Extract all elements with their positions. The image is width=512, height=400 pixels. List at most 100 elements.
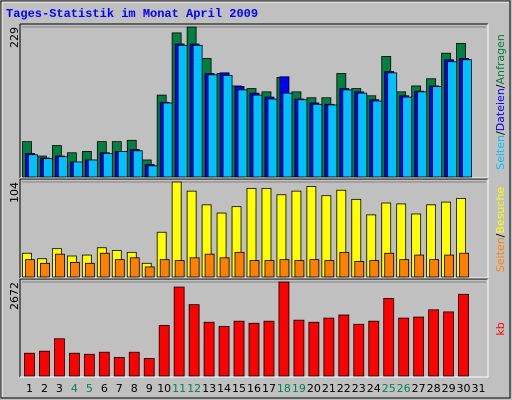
x-tick-label: 5 <box>86 382 93 395</box>
bar <box>39 350 50 377</box>
x-tick-label: 21 <box>322 382 336 395</box>
bar <box>189 257 200 278</box>
bar <box>354 261 365 278</box>
bar <box>267 98 278 178</box>
x-tick-label: 15 <box>232 382 246 395</box>
x-tick-label: 25 <box>382 382 396 395</box>
bar <box>234 251 245 278</box>
bar <box>338 314 350 377</box>
bar <box>98 351 110 377</box>
chart-title: Tages-Statistik im Monat April 2009 <box>6 7 258 21</box>
y-tick-label: 229 <box>8 27 21 48</box>
bar <box>58 156 68 178</box>
bar <box>428 309 440 377</box>
bar <box>203 321 215 377</box>
bar <box>54 338 65 377</box>
x-tick-label: 4 <box>71 382 78 395</box>
bar <box>84 262 95 278</box>
legend: Seiten/Dateien/Anfragen <box>494 34 507 170</box>
bar <box>55 253 65 278</box>
x-tick-label: 30 <box>457 382 471 395</box>
bar <box>383 298 395 377</box>
bar <box>417 91 428 178</box>
bar <box>369 260 380 278</box>
x-tick-label: 2 <box>41 382 48 395</box>
bar <box>248 322 260 377</box>
bar <box>43 158 53 178</box>
bar <box>40 262 50 278</box>
x-tick-label: 3 <box>56 382 63 395</box>
bar <box>83 353 95 377</box>
bar <box>174 260 185 278</box>
bar <box>279 259 290 278</box>
legend-separator: / <box>494 233 507 237</box>
bar <box>414 254 425 278</box>
x-tick-label: 13 <box>202 382 216 395</box>
bar <box>219 257 230 278</box>
bar <box>147 165 158 178</box>
legend-entry: Besuche <box>494 187 507 234</box>
y-tick-label: 104 <box>8 182 21 203</box>
x-tick-label: 27 <box>412 382 426 395</box>
x-tick-label: 19 <box>292 382 306 395</box>
bar <box>308 321 320 377</box>
bar <box>25 259 35 278</box>
bar <box>69 261 80 278</box>
bar <box>462 59 472 178</box>
bar <box>443 311 454 377</box>
x-tick-label: 22 <box>337 382 351 395</box>
bar <box>28 154 38 178</box>
bar <box>398 317 410 377</box>
x-tick-label: 7 <box>116 382 123 395</box>
x-tick-label: 26 <box>397 382 411 395</box>
bar <box>99 252 110 278</box>
x-tick-label: 31 <box>472 382 486 395</box>
x-tick-label: 8 <box>131 382 138 395</box>
x-tick-label: 20 <box>307 382 321 395</box>
bar <box>143 358 155 377</box>
bar <box>327 104 338 178</box>
bar <box>207 74 218 178</box>
bar <box>114 259 125 278</box>
bar <box>132 150 143 178</box>
x-tick-label: 23 <box>352 382 366 395</box>
x-tick-label: 6 <box>101 382 108 395</box>
x-tick-label: 28 <box>427 382 441 395</box>
bar <box>372 100 383 178</box>
bar <box>312 103 323 178</box>
x-tick-label: 16 <box>247 382 261 395</box>
bar <box>429 259 440 278</box>
bar <box>158 324 170 377</box>
bar <box>222 75 233 178</box>
bar <box>309 259 320 278</box>
bar <box>413 316 425 377</box>
bar <box>24 352 35 377</box>
y-tick-label: 2672 <box>8 282 21 310</box>
legend: kb <box>494 322 507 335</box>
bar <box>102 153 113 178</box>
legend-separator: / <box>494 84 507 88</box>
legend-entry: Dateien <box>494 88 507 131</box>
x-tick-label: 11 <box>172 382 186 395</box>
bar <box>432 86 443 178</box>
bar <box>263 320 275 377</box>
bar <box>278 281 290 377</box>
bar <box>293 319 305 377</box>
bar <box>402 96 413 178</box>
bar <box>342 89 353 178</box>
bar <box>173 286 185 377</box>
bar <box>282 92 293 178</box>
bar <box>249 260 260 278</box>
bar <box>459 252 469 278</box>
legend-separator: / <box>494 131 507 135</box>
legend-entry: Seiten <box>494 237 507 272</box>
bar <box>177 44 188 178</box>
x-tick-label: 1 <box>26 382 33 395</box>
bar <box>353 323 365 377</box>
bar <box>458 293 469 377</box>
bar <box>117 151 128 178</box>
bar <box>72 161 83 178</box>
bar <box>368 320 380 377</box>
